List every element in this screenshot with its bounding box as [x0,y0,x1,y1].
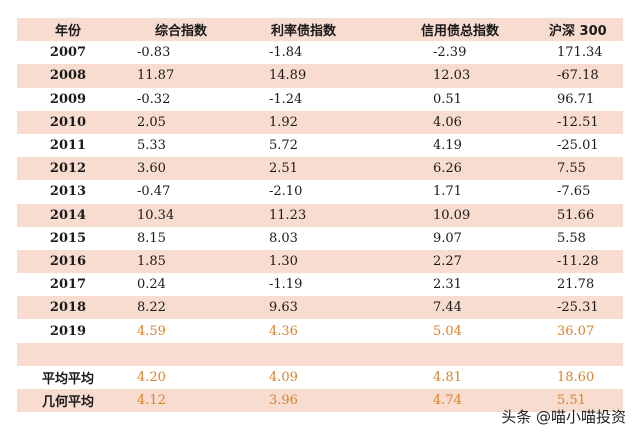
row-year: 2010 [49,114,87,130]
row-composite: -0.47 [137,184,171,200]
table-row: 2012 3.60 2.51 6.26 7.55 [17,157,623,181]
row-rate-bond: 4.36 [269,323,298,339]
row-year: 2009 [49,91,87,107]
summary-composite: 4.20 [137,369,166,385]
table-row: 2010 2.05 1.92 4.06 -12.51 [17,110,623,134]
row-year: 2013 [49,184,87,200]
summary-label: 几何平均 [41,395,94,411]
row-year: 2017 [49,277,87,293]
summary-composite: 4.12 [137,393,166,409]
row-csi300: 36.07 [557,323,595,339]
row-csi300: -7.65 [557,184,591,200]
row-rate-bond: 11.23 [269,207,307,223]
watermark: 头条 @喵小喵投资 [501,408,626,426]
row-csi300: -11.28 [557,253,599,269]
row-year: 2008 [49,68,87,84]
row-credit-bond: 12.03 [433,68,471,84]
row-credit-bond: 4.19 [433,138,462,154]
summary-row: 几何平均 4.12 3.96 4.74 5.51 [17,389,623,413]
row-csi300: -12.51 [557,114,599,130]
row-year: 2015 [49,230,87,246]
summary-csi300: 18.60 [557,369,595,385]
summary-row: 平均平均 4.20 4.09 4.81 18.60 [17,366,623,389]
row-credit-bond: 1.71 [433,184,462,200]
row-composite: 5.33 [137,138,166,154]
header-csi300: 沪深 300 [549,24,607,40]
table-row: 2015 8.15 8.03 9.07 5.58 [17,227,623,250]
row-composite: 8.22 [137,300,166,316]
summary-csi300: 5.51 [557,393,586,409]
row-csi300: 96.71 [557,91,595,107]
row-composite: 8.15 [137,230,166,246]
row-credit-bond: 5.04 [433,323,462,339]
row-rate-bond: 9.63 [269,300,298,316]
row-credit-bond: 2.31 [433,277,462,293]
row-csi300: 21.78 [557,277,595,293]
row-composite: 11.87 [137,68,175,84]
row-credit-bond: 4.06 [433,114,462,130]
row-credit-bond: 0.51 [433,91,462,107]
row-rate-bond: -1.19 [269,277,303,293]
table-row: 2016 1.85 1.30 2.27 -11.28 [17,249,623,274]
row-composite: 2.05 [137,114,166,130]
summary-rate-bond: 4.09 [269,369,298,385]
row-csi300: -25.31 [557,300,599,316]
row-rate-bond: 2.51 [269,161,298,177]
table-header: 年份 综合指数 利率债指数 信用债总指数 沪深 300 [17,18,623,42]
table-spacer-row [17,342,623,366]
header-year: 年份 [54,24,81,40]
summary-credit-bond: 4.74 [433,393,462,409]
row-composite: 0.24 [137,277,166,293]
summary-label: 平均平均 [41,371,94,387]
row-credit-bond: 2.27 [433,253,462,269]
row-rate-bond: -2.10 [269,184,303,200]
row-csi300: 7.55 [557,161,586,177]
row-rate-bond: 5.72 [269,138,298,154]
row-rate-bond: -1.24 [269,91,303,107]
row-credit-bond: 6.26 [433,161,462,177]
row-csi300: -67.18 [557,68,599,84]
row-credit-bond: 7.44 [433,300,462,316]
row-composite: 3.60 [137,161,166,177]
row-year: 2016 [49,253,87,269]
row-year: 2019 [49,323,87,339]
table-row: 2018 8.22 9.63 7.44 -25.31 [17,296,623,320]
row-rate-bond: 14.89 [269,68,307,84]
row-year: 2018 [49,300,87,316]
returns-table: 年份 综合指数 利率债指数 信用债总指数 沪深 300 2007 -0.83 -… [17,18,623,413]
row-rate-bond: 1.30 [269,253,298,269]
row-credit-bond: -2.39 [433,45,467,61]
row-year: 2014 [49,207,87,223]
row-rate-bond: 1.92 [269,114,298,130]
row-year: 2012 [49,161,87,177]
table-row: 2007 -0.83 -1.84 -2.39 171.34 [17,41,623,64]
table-row: 2019 4.59 4.36 5.04 36.07 [17,319,623,342]
summary-rate-bond: 3.96 [269,393,298,409]
row-year: 2011 [49,138,87,154]
summary-credit-bond: 4.81 [433,369,462,385]
header-composite-index: 综合指数 [155,24,208,40]
table-row: 2011 5.33 5.72 4.19 -25.01 [17,134,623,157]
row-csi300: 5.58 [557,230,586,246]
table-row: 2009 -0.32 -1.24 0.51 96.71 [17,88,623,111]
row-composite: -0.83 [137,45,171,61]
row-credit-bond: 10.09 [433,207,471,223]
table-row: 2017 0.24 -1.19 2.31 21.78 [17,273,623,296]
row-composite: 1.85 [137,253,166,269]
table-row: 2008 11.87 14.89 12.03 -67.18 [17,64,623,88]
header-rate-bond-index: 利率债指数 [271,24,337,40]
row-year: 2007 [49,45,87,61]
row-composite: 10.34 [137,207,175,223]
row-rate-bond: 8.03 [269,230,298,246]
row-credit-bond: 9.07 [433,230,462,246]
header-credit-bond-index: 信用债总指数 [420,24,499,40]
row-csi300: 51.66 [557,207,595,223]
row-csi300: 171.34 [557,45,603,61]
row-composite: 4.59 [137,323,166,339]
row-composite: -0.32 [137,91,171,107]
table-row: 2013 -0.47 -2.10 1.71 -7.65 [17,180,623,203]
table-row: 2014 10.34 11.23 10.09 51.66 [17,203,623,227]
row-csi300: -25.01 [557,138,599,154]
row-rate-bond: -1.84 [269,45,303,61]
